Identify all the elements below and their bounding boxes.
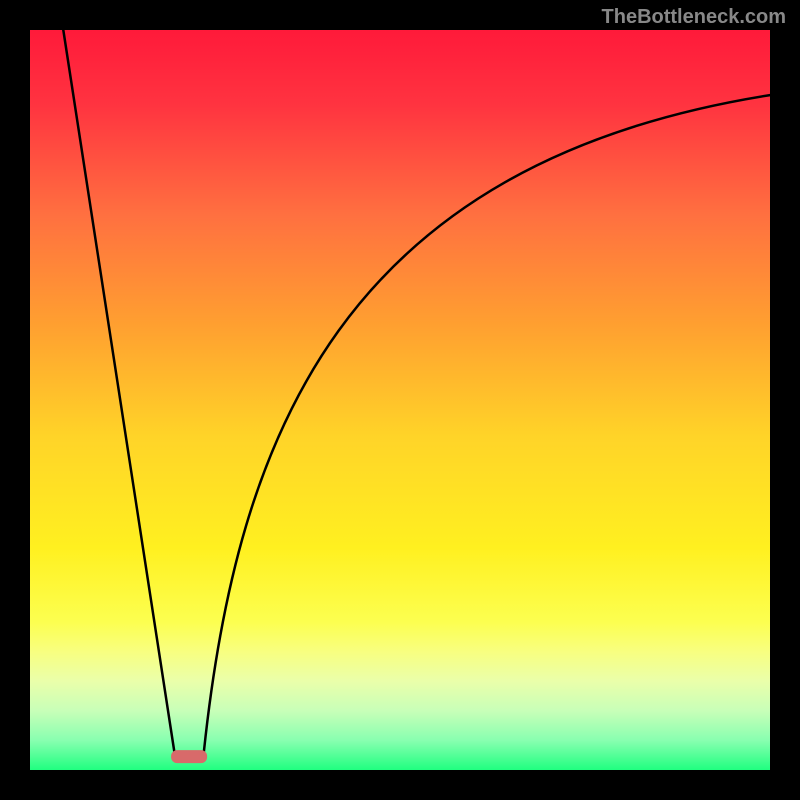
plot-background — [30, 30, 770, 770]
chart-container: TheBottleneck.com — [0, 0, 800, 800]
dip-marker — [171, 750, 207, 763]
watermark-text: TheBottleneck.com — [602, 6, 786, 29]
bottleneck-chart — [0, 0, 800, 800]
